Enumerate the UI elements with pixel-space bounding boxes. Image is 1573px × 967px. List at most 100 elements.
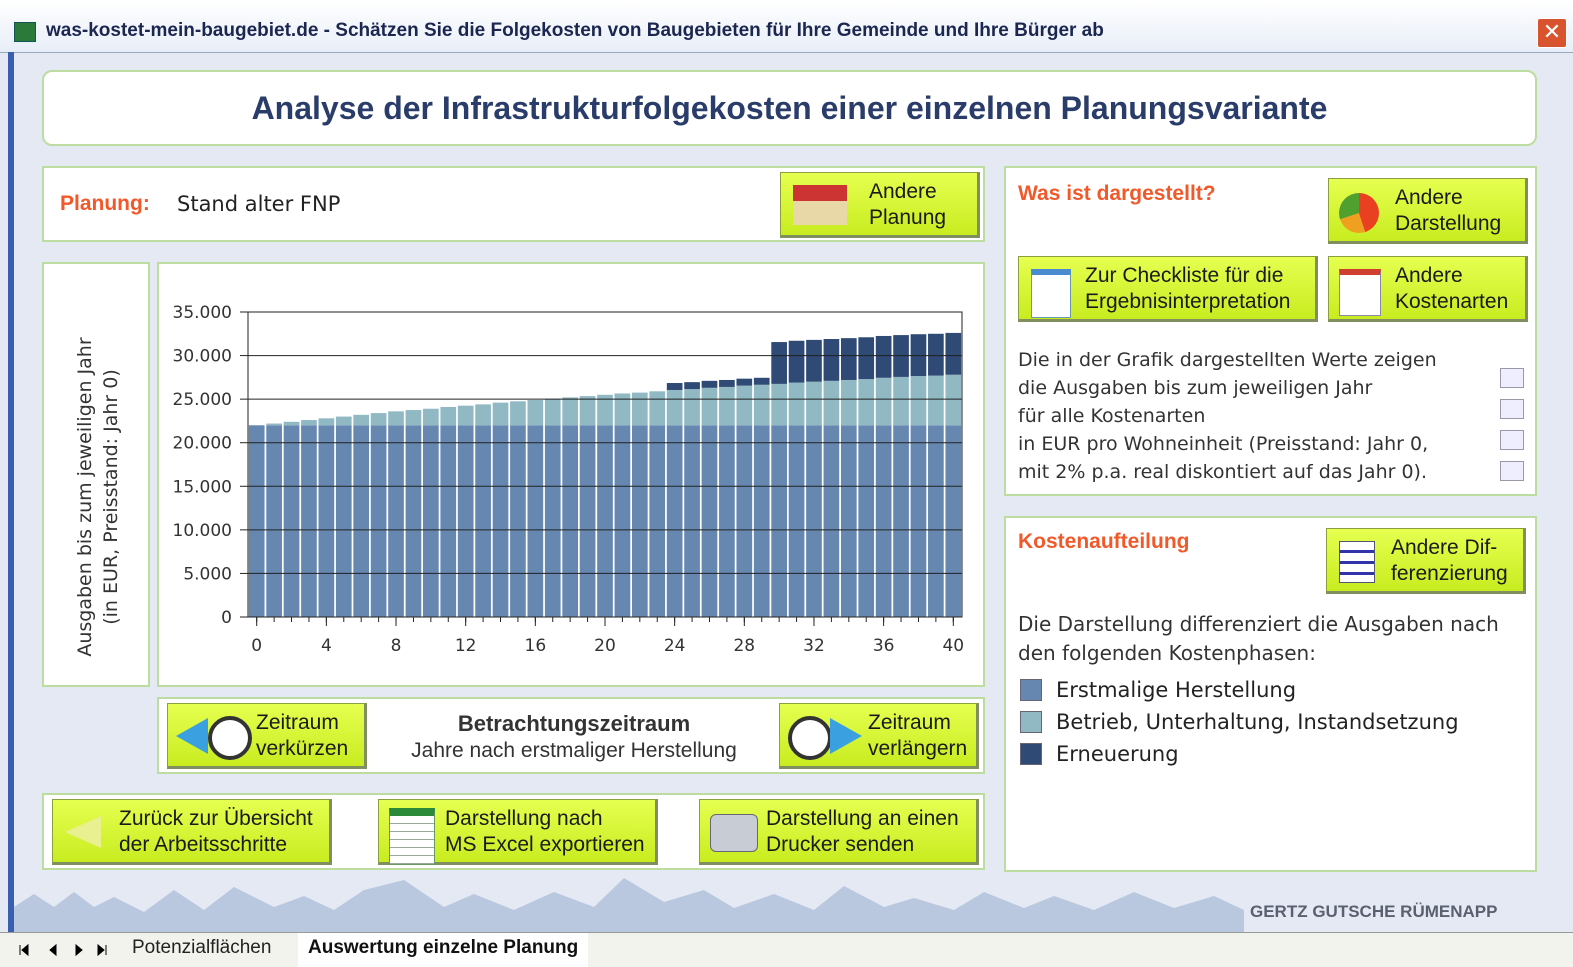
button-text: verlängern	[868, 736, 976, 762]
period-subtitle: Jahre nach erstmaliger Herstellung	[379, 739, 769, 763]
info-line: die Ausgaben bis zum jeweiligen Jahr	[1018, 374, 1437, 402]
bar-segment	[928, 334, 944, 376]
bar-segment	[824, 425, 840, 617]
bar-segment	[632, 425, 648, 617]
help-icons	[1500, 368, 1524, 481]
x-tick-label: 32	[803, 636, 825, 656]
bar-segment	[667, 390, 683, 425]
bar-segment	[440, 425, 456, 617]
bar-segment	[945, 425, 961, 617]
sheet-tabs: Potenzialflächen Auswertung einzelne Pla…	[0, 932, 1573, 967]
button-text: Ergebnisinterpretation	[1085, 289, 1315, 315]
bar-segment	[510, 425, 526, 617]
bar-segment	[719, 380, 735, 387]
bar-segment	[475, 425, 491, 617]
bar-segment	[353, 425, 369, 617]
close-button[interactable]: ✕	[1537, 18, 1567, 48]
bar-segment	[702, 381, 718, 388]
nav-arrows	[20, 945, 106, 955]
bar-segment	[858, 425, 874, 617]
bar-segment	[649, 391, 665, 425]
bar-segment	[945, 375, 961, 426]
help-icon[interactable]	[1500, 430, 1524, 450]
bar-segment	[684, 389, 700, 425]
bar-segment	[580, 396, 596, 425]
x-tick-label: 12	[455, 636, 477, 656]
bar-segment	[771, 425, 787, 617]
button-text: Darstellung an einen	[766, 806, 976, 832]
bar-segment	[545, 425, 561, 617]
x-tick-label: 40	[942, 636, 964, 656]
bar-segment	[771, 342, 787, 384]
button-text: Andere	[1395, 185, 1525, 211]
bar-segment	[249, 425, 265, 617]
sheet-icon	[389, 808, 435, 865]
bar-segment	[841, 338, 857, 380]
arrow-icon	[176, 718, 208, 754]
bar-segment	[562, 425, 578, 617]
button-text: Zeitraum	[256, 710, 364, 736]
bar-segment	[371, 425, 387, 617]
bar-segment	[284, 425, 300, 617]
bar-segment	[667, 425, 683, 617]
bar-segment	[528, 425, 544, 617]
bar-segment	[893, 377, 909, 425]
bar-segment	[353, 415, 369, 425]
clock-icon	[788, 716, 832, 760]
bar-segment	[806, 425, 822, 617]
bar-segment	[789, 425, 805, 617]
bar-segment	[493, 403, 509, 426]
button-text: Andere Dif-	[1391, 535, 1523, 561]
legend-swatch	[1020, 743, 1042, 765]
legend-item: Erneuerung	[1020, 738, 1459, 770]
differentiation-button[interactable]: Andere Dif-ferenzierung	[1326, 528, 1526, 594]
button-text: verkürzen	[256, 736, 364, 762]
x-tick-label: 16	[525, 636, 547, 656]
skyline	[14, 872, 1244, 932]
help-icon[interactable]	[1500, 368, 1524, 388]
bar-segment	[702, 388, 718, 425]
y-tick-label: 25.000	[173, 390, 232, 410]
bar-segment	[736, 425, 752, 617]
bar-segment	[824, 339, 840, 381]
arrow-icon	[65, 816, 101, 848]
bar-segment	[266, 424, 282, 426]
bar-segment	[388, 425, 404, 617]
bar-segment	[684, 382, 700, 389]
y-axis-label: Ausgaben bis zum jeweiligen Jahr	[74, 337, 96, 656]
bar-segment	[615, 393, 631, 425]
logo: GERTZ GUTSCHE RÜMENAPP	[1250, 902, 1497, 922]
bar-segment	[754, 385, 770, 426]
bar-segment	[771, 384, 787, 425]
help-icon[interactable]	[1500, 399, 1524, 419]
tab[interactable]: Potenzialflächen	[132, 937, 271, 959]
bar-segment	[928, 425, 944, 617]
breakdown-line: Die Darstellung differenziert die Ausgab…	[1018, 610, 1499, 639]
button-text: Zeitraum	[868, 710, 976, 736]
info-line: mit 2% p.a. real diskontiert auf das Jah…	[1018, 458, 1437, 486]
info-line: für alle Kostenarten	[1018, 402, 1437, 430]
bar-segment	[301, 425, 317, 617]
bar-segment	[789, 341, 805, 383]
tab-active[interactable]: Auswertung einzelne Planung	[298, 933, 588, 967]
info-text: Die in der Grafik dargestellten Werte ze…	[1018, 346, 1437, 486]
bar-segment	[632, 393, 648, 426]
tab-navigation[interactable]	[18, 941, 114, 959]
x-tick-label: 0	[251, 636, 262, 656]
bar-segment	[667, 383, 683, 390]
y-tick-label: 15.000	[173, 477, 232, 497]
bar-segment	[615, 425, 631, 617]
bar-segment	[597, 425, 613, 617]
button-text: Darstellung nach	[445, 806, 655, 832]
help-icon[interactable]	[1500, 461, 1524, 481]
bar-segment	[876, 425, 892, 617]
info-title: Was ist dargestellt?	[1018, 182, 1216, 206]
